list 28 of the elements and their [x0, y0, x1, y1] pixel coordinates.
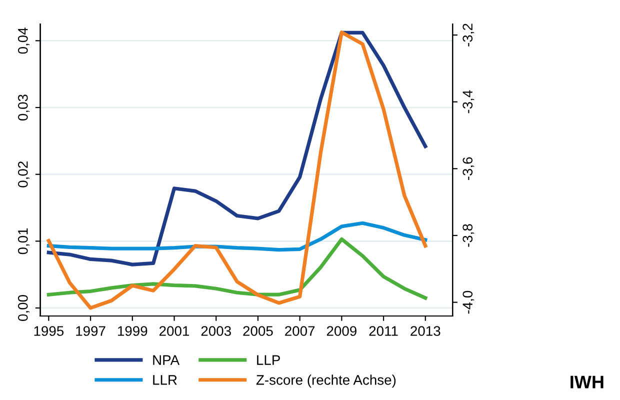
y2-tick-label: -3,6: [462, 157, 474, 180]
x-tick-label: 1999: [118, 326, 148, 336]
x-tick-label: 2003: [201, 326, 231, 336]
y2-tick-label: -3,4: [462, 90, 474, 114]
y2-tick-label: -4,0: [462, 290, 474, 314]
x-tick-label: 2005: [243, 326, 273, 336]
x-tick-label: 2011: [369, 326, 398, 336]
text: IWH: [570, 376, 604, 388]
x-tick-label: 2001: [159, 326, 190, 336]
y2-tick-label: -3,2: [462, 24, 474, 46]
legend-label: LLR: [153, 375, 177, 385]
legend-label: NPA: [153, 355, 180, 365]
x-tick-label: 1997: [76, 326, 106, 336]
y-tick-label: 0,02: [18, 162, 30, 188]
y-tick-label: 0,00: [18, 295, 30, 321]
legend-label: Z-score (rechte Achse): [256, 374, 396, 388]
y-tick-label: 0,04: [18, 28, 30, 54]
y2-tick-label: -3,8: [462, 224, 474, 247]
y-tick-label: 0,01: [18, 228, 30, 254]
x-tick-label: 1995: [34, 326, 64, 336]
x-tick-label: 2007: [285, 326, 315, 336]
legend-label: LLP: [257, 355, 280, 365]
y-tick-label: 0,03: [18, 94, 30, 120]
line-series: [46, 237, 428, 300]
line-series: [46, 30, 428, 310]
x-tick-label: 2013: [410, 326, 440, 336]
x-tick-label: 2009: [326, 326, 356, 336]
line-series: [46, 30, 428, 266]
